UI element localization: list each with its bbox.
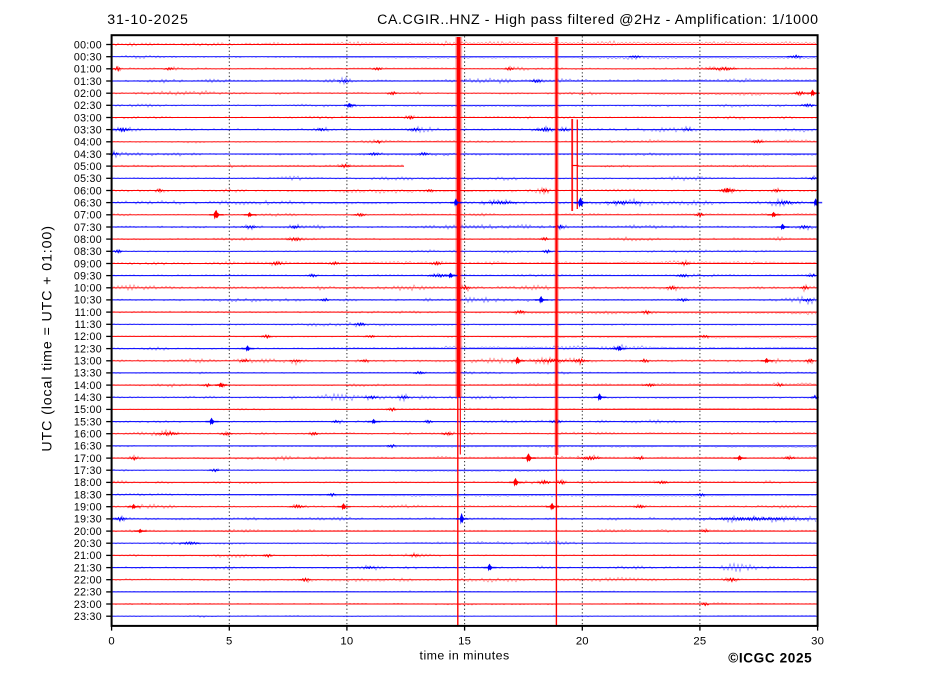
svg-text:01:30: 01:30 — [74, 76, 102, 88]
svg-text:CA.CGIR..HNZ - High pass filte: CA.CGIR..HNZ - High pass filtered @2Hz -… — [377, 12, 818, 28]
svg-text:23:00: 23:00 — [74, 599, 102, 611]
svg-text:03:00: 03:00 — [74, 112, 102, 124]
svg-text:14:30: 14:30 — [74, 392, 102, 404]
svg-text:17:30: 17:30 — [74, 465, 102, 477]
svg-text:07:30: 07:30 — [74, 222, 102, 234]
svg-text:20:00: 20:00 — [74, 526, 102, 538]
svg-text:18:30: 18:30 — [74, 489, 102, 501]
svg-text:UTC (local time = UTC + 01:00): UTC (local time = UTC + 01:00) — [40, 225, 56, 451]
svg-text:19:30: 19:30 — [74, 514, 102, 526]
svg-text:5: 5 — [226, 635, 232, 647]
svg-text:05:30: 05:30 — [74, 173, 102, 185]
svg-text:06:30: 06:30 — [74, 197, 102, 209]
svg-text:20:30: 20:30 — [74, 538, 102, 550]
svg-text:10:00: 10:00 — [74, 283, 102, 295]
svg-text:02:00: 02:00 — [74, 88, 102, 100]
svg-text:10:30: 10:30 — [74, 295, 102, 307]
svg-text:time in minutes: time in minutes — [420, 649, 510, 663]
svg-text:18:00: 18:00 — [74, 477, 102, 489]
svg-text:12:30: 12:30 — [74, 343, 102, 355]
svg-text:22:30: 22:30 — [74, 587, 102, 599]
svg-text:01:00: 01:00 — [74, 64, 102, 76]
svg-text:13:00: 13:00 — [74, 356, 102, 368]
svg-text:06:00: 06:00 — [74, 185, 102, 197]
svg-text:11:00: 11:00 — [75, 307, 102, 319]
svg-text:20: 20 — [576, 635, 589, 647]
svg-text:15:30: 15:30 — [74, 416, 102, 428]
svg-text:21:00: 21:00 — [74, 550, 102, 562]
svg-text:21:30: 21:30 — [74, 562, 102, 574]
svg-text:09:00: 09:00 — [74, 258, 102, 270]
svg-text:10: 10 — [340, 635, 353, 647]
svg-text:11:30: 11:30 — [75, 319, 102, 331]
svg-text:23:30: 23:30 — [74, 611, 102, 623]
svg-text:08:30: 08:30 — [74, 246, 102, 258]
svg-text:16:00: 16:00 — [74, 429, 102, 441]
svg-text:04:00: 04:00 — [74, 137, 102, 149]
svg-text:22:00: 22:00 — [74, 575, 102, 587]
svg-text:15: 15 — [458, 635, 471, 647]
svg-text:05:00: 05:00 — [74, 161, 102, 173]
svg-text:31-10-2025: 31-10-2025 — [107, 12, 189, 28]
svg-text:0: 0 — [108, 635, 114, 647]
svg-text:12:00: 12:00 — [74, 331, 102, 343]
svg-text:00:30: 00:30 — [74, 52, 102, 64]
svg-text:03:30: 03:30 — [74, 124, 102, 136]
svg-text:07:00: 07:00 — [74, 210, 102, 222]
svg-text:13:30: 13:30 — [74, 368, 102, 380]
svg-text:30: 30 — [811, 635, 824, 647]
svg-text:16:30: 16:30 — [74, 441, 102, 453]
svg-text:17:00: 17:00 — [74, 453, 102, 465]
svg-text:19:00: 19:00 — [74, 502, 102, 514]
svg-text:08:00: 08:00 — [74, 234, 102, 246]
svg-text:©ICGC 2025: ©ICGC 2025 — [728, 651, 812, 666]
svg-text:00:00: 00:00 — [74, 39, 102, 51]
svg-text:04:30: 04:30 — [74, 149, 102, 161]
svg-text:09:30: 09:30 — [74, 270, 102, 282]
svg-text:25: 25 — [693, 635, 706, 647]
svg-text:15:00: 15:00 — [74, 404, 102, 416]
svg-text:14:00: 14:00 — [74, 380, 102, 392]
svg-text:02:30: 02:30 — [74, 100, 102, 112]
